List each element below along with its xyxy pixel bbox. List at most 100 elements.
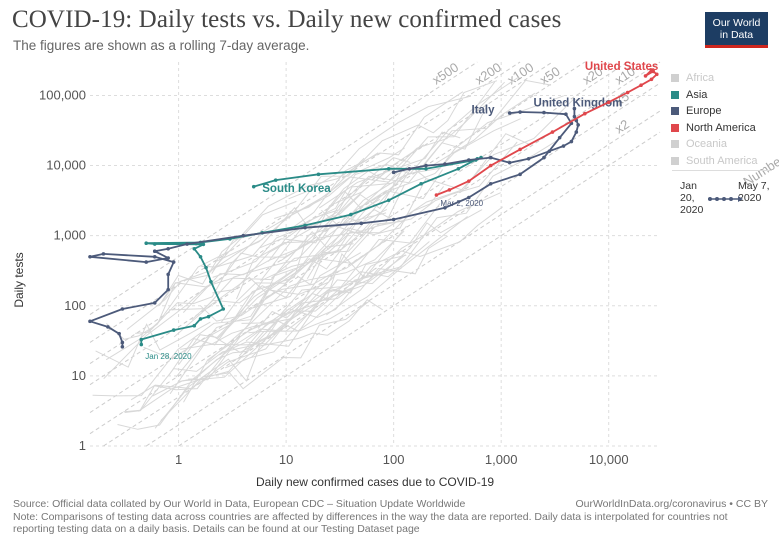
background-trace bbox=[212, 118, 521, 294]
series-point bbox=[643, 74, 648, 78]
logo-bar bbox=[705, 45, 768, 48]
background-trace bbox=[325, 81, 505, 212]
series-point bbox=[204, 265, 208, 270]
background-trace bbox=[260, 133, 531, 304]
annotations: Mar 2, 2020 Jan 28, 2020 bbox=[145, 199, 483, 361]
y-tick-label: 1 bbox=[79, 438, 86, 453]
ratio-line-label: x50 bbox=[537, 63, 563, 87]
series-point bbox=[349, 212, 353, 217]
series-point bbox=[507, 160, 512, 165]
series-point bbox=[518, 147, 522, 152]
series-point bbox=[467, 179, 471, 183]
background-trace bbox=[123, 355, 224, 413]
background-trace bbox=[217, 95, 564, 340]
series-point bbox=[120, 344, 125, 349]
series-point bbox=[101, 252, 106, 256]
series-point bbox=[488, 163, 493, 168]
legend-label: Europe bbox=[686, 105, 722, 118]
source-url[interactable]: OurWorldInData.org/coronavirus • CC BY bbox=[575, 498, 768, 510]
background-trace bbox=[92, 283, 274, 397]
legend-swatch bbox=[671, 123, 679, 132]
background-trace bbox=[154, 299, 383, 429]
series-point bbox=[198, 317, 203, 321]
y-axis-title: Daily tests bbox=[12, 252, 26, 307]
x-tick-label: 10,000 bbox=[589, 452, 629, 467]
background-trace bbox=[135, 235, 260, 334]
series-point bbox=[557, 135, 562, 140]
series-point bbox=[424, 166, 428, 171]
ratio-line-label: x2 bbox=[612, 116, 632, 136]
series-point bbox=[424, 163, 428, 168]
series-point bbox=[303, 225, 307, 230]
y-tick-label: 100,000 bbox=[39, 87, 86, 102]
background-trace bbox=[126, 200, 297, 330]
background-trace bbox=[288, 95, 472, 200]
legend-item-africa[interactable]: Africa bbox=[671, 70, 758, 87]
source-text: Source: Official data collated by Our Wo… bbox=[13, 498, 466, 510]
background-trace bbox=[249, 140, 558, 359]
series-point bbox=[518, 110, 522, 114]
legend-item-oceania[interactable]: Oceania bbox=[671, 136, 758, 153]
series-point bbox=[192, 323, 197, 328]
legend-item-europe[interactable]: Europe bbox=[671, 103, 758, 120]
background-trace bbox=[280, 144, 425, 262]
ratio-line bbox=[178, 131, 661, 447]
series-point bbox=[391, 217, 396, 222]
series-point bbox=[144, 241, 149, 246]
background-trace bbox=[138, 300, 370, 412]
background-trace bbox=[220, 238, 389, 358]
background-trace bbox=[286, 91, 464, 233]
background-trace bbox=[180, 268, 376, 350]
series-point bbox=[185, 242, 189, 246]
series-label: United States bbox=[585, 61, 659, 73]
ratio-line-label: x200 bbox=[472, 60, 504, 88]
series-point bbox=[488, 181, 493, 186]
series-point bbox=[576, 123, 580, 127]
x-axis-title: Daily new confirmed cases due to COVID-1… bbox=[256, 475, 494, 489]
date-annotation: Jan 28, 2020 bbox=[145, 352, 192, 361]
series-point bbox=[152, 254, 157, 259]
series-point bbox=[572, 114, 577, 119]
legend-item-north-america[interactable]: North America bbox=[671, 120, 758, 137]
legend-swatch bbox=[671, 107, 679, 116]
series-point bbox=[209, 279, 213, 284]
legend-item-south-america[interactable]: South America bbox=[671, 153, 758, 170]
series-point bbox=[88, 254, 92, 259]
series-point bbox=[241, 233, 246, 238]
owid-logo[interactable]: Our World in Data bbox=[705, 12, 768, 48]
y-tick-label: 10,000 bbox=[46, 158, 86, 173]
timeline-start: Jan 20, 2020 bbox=[680, 180, 704, 216]
series-point bbox=[106, 325, 110, 329]
series-point bbox=[166, 272, 170, 277]
chart-subtitle: The figures are shown as a rolling 7-day… bbox=[13, 38, 310, 53]
series-point bbox=[192, 246, 197, 251]
background-trace bbox=[288, 80, 498, 220]
y-tick-label: 100 bbox=[64, 298, 86, 313]
legend-label: Asia bbox=[686, 88, 708, 101]
background-trace bbox=[321, 79, 552, 228]
series-point bbox=[625, 90, 630, 95]
series-point bbox=[443, 162, 447, 166]
y-tick-label: 10 bbox=[72, 368, 86, 383]
series-point bbox=[542, 110, 546, 115]
series-point bbox=[201, 242, 206, 247]
series-point bbox=[649, 77, 654, 82]
legend-swatch bbox=[671, 74, 679, 83]
series-point bbox=[583, 111, 587, 116]
legend-label: Oceania bbox=[686, 138, 727, 151]
series-point bbox=[139, 337, 144, 342]
background-trace bbox=[130, 320, 289, 401]
series-point bbox=[171, 328, 176, 332]
time-range-indicator[interactable]: Jan 20, 2020 May 7, 2020 bbox=[680, 180, 775, 220]
series-point bbox=[198, 254, 203, 259]
series-point bbox=[639, 83, 643, 88]
x-tick-label: 1,000 bbox=[485, 452, 518, 467]
series-point bbox=[316, 172, 321, 177]
background-trace bbox=[200, 169, 444, 322]
series-point bbox=[419, 181, 423, 186]
background-trace bbox=[252, 186, 444, 309]
background-trace bbox=[173, 166, 427, 338]
legend-item-asia[interactable]: Asia bbox=[671, 87, 758, 104]
series-point bbox=[434, 193, 439, 197]
series-point bbox=[171, 260, 176, 264]
